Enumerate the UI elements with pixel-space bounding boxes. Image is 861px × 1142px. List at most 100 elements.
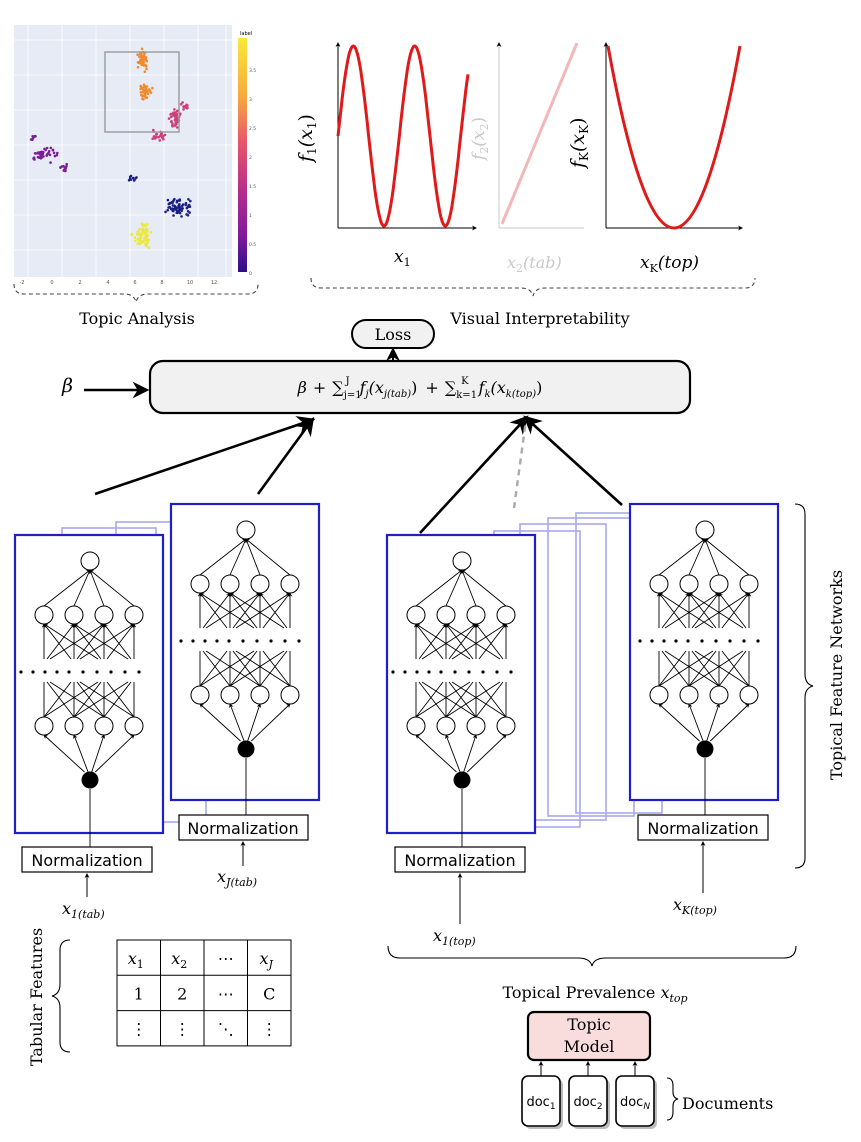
topic-analysis-label: Topic Analysis <box>79 309 195 328</box>
document-label: doc2 <box>573 1095 602 1112</box>
network-edge <box>262 592 291 629</box>
network-edge <box>415 569 463 607</box>
network-edge <box>205 650 261 687</box>
scatter-point <box>38 152 41 155</box>
topic-model-box <box>526 1010 652 1062</box>
mlp-network <box>19 551 144 789</box>
network-edge <box>79 623 135 660</box>
scatter-x-tick-label: 6 <box>133 280 136 286</box>
scatter-point <box>142 228 145 231</box>
network-edge <box>229 703 245 742</box>
hidden-neuron <box>94 716 114 736</box>
ellipsis-dot <box>391 670 395 674</box>
scatter-point <box>178 198 181 201</box>
mlp-network <box>179 520 301 758</box>
colorbar <box>238 38 247 272</box>
ellipsis-dot <box>415 670 419 674</box>
scatter-point <box>161 134 165 138</box>
scatter-point <box>171 122 174 125</box>
network-edge <box>232 592 261 629</box>
network-edge <box>247 703 261 742</box>
arrow-net2-top <box>512 419 528 509</box>
scatter-point <box>63 166 67 169</box>
network-edge <box>43 734 85 773</box>
scatter-point <box>140 240 144 244</box>
network-edge <box>49 623 105 660</box>
ellipsis-dot <box>742 639 746 643</box>
output-neuron <box>695 520 715 540</box>
document-label: docN <box>620 1095 650 1112</box>
table-cell: ⋮ <box>261 1020 277 1039</box>
scatter-point <box>159 132 163 135</box>
network-edge <box>103 623 132 660</box>
hidden-neuron <box>466 605 486 625</box>
scatter-point <box>175 114 178 117</box>
scatter-point <box>129 174 133 178</box>
feature-network-2 <box>169 502 321 815</box>
input-neuron <box>453 771 471 789</box>
network-edge <box>694 592 750 629</box>
scatter-point <box>52 151 56 155</box>
scatter-point <box>180 215 183 218</box>
network-edge <box>245 538 291 576</box>
network-edge <box>79 681 135 718</box>
scatter-point <box>47 150 51 153</box>
hidden-neuron <box>124 716 144 736</box>
documents-label: Documents <box>682 1094 773 1113</box>
scatter-point <box>173 124 177 127</box>
shape-plot-1: f1(x1) x1 <box>295 42 477 269</box>
arrow-netJ-tab <box>256 417 315 495</box>
network-edge <box>229 538 247 576</box>
normalization-top-1: Normalization <box>394 846 526 873</box>
network-edge <box>89 569 135 607</box>
scatter-point <box>145 223 149 226</box>
topic-scatter-plot: -2 0 2 4 6 8 10 12 label 3.5 3 2.5 2 1.5 1 0.5 0 <box>14 25 256 286</box>
scatter-point <box>143 224 147 228</box>
scatter-point <box>186 104 189 107</box>
scatter-point <box>144 235 147 239</box>
network-edge <box>475 623 504 660</box>
hidden-neuron <box>679 574 699 594</box>
table-cell: ⋯ <box>218 984 234 1003</box>
normalization-tab-J: Normalization <box>178 814 309 841</box>
additive-model-box <box>148 359 692 415</box>
scatter-x-ticks: -2 0 2 4 6 8 10 12 <box>20 280 218 286</box>
network-edge <box>49 681 105 718</box>
scatter-point <box>155 132 158 136</box>
scatter-point <box>45 154 48 157</box>
scatter-point <box>141 230 145 234</box>
network-edge <box>688 703 704 742</box>
scatter-point <box>175 126 179 129</box>
network-edge <box>43 681 72 718</box>
network-edge <box>235 650 291 687</box>
normalization-box-tabJ <box>178 814 309 841</box>
scatter-point <box>140 47 144 51</box>
colorbar-tick-label: 3 <box>249 97 252 103</box>
network-edge <box>466 734 507 773</box>
scatter-point <box>152 135 156 138</box>
scatter-point <box>158 139 162 142</box>
scatter-point <box>142 83 146 86</box>
interpretability-brace <box>310 277 756 297</box>
colorbar-tick-label: 1 <box>249 213 252 219</box>
ellipsis-dot <box>662 639 666 643</box>
plot2-xlabel: x2(tab) <box>507 253 562 275</box>
scatter-point <box>186 106 189 110</box>
hidden-neuron <box>64 716 84 736</box>
ellipsis-dot <box>55 670 59 674</box>
table-cell: ⋱ <box>218 1020 234 1039</box>
scatter-point <box>167 117 171 120</box>
scatter-point <box>166 198 170 202</box>
topical-networks-brace <box>794 503 814 869</box>
feature-network-4 <box>628 502 780 815</box>
scatter-point <box>172 113 175 117</box>
network-edge <box>73 569 91 607</box>
scatter-point <box>148 89 151 92</box>
ellipsis-dot <box>215 639 219 643</box>
scatter-point <box>48 153 52 157</box>
network-edge <box>661 592 690 629</box>
scatter-point <box>186 210 190 213</box>
plot2-line <box>500 42 579 225</box>
scatter-point <box>34 134 37 138</box>
scatter-point <box>180 209 183 212</box>
